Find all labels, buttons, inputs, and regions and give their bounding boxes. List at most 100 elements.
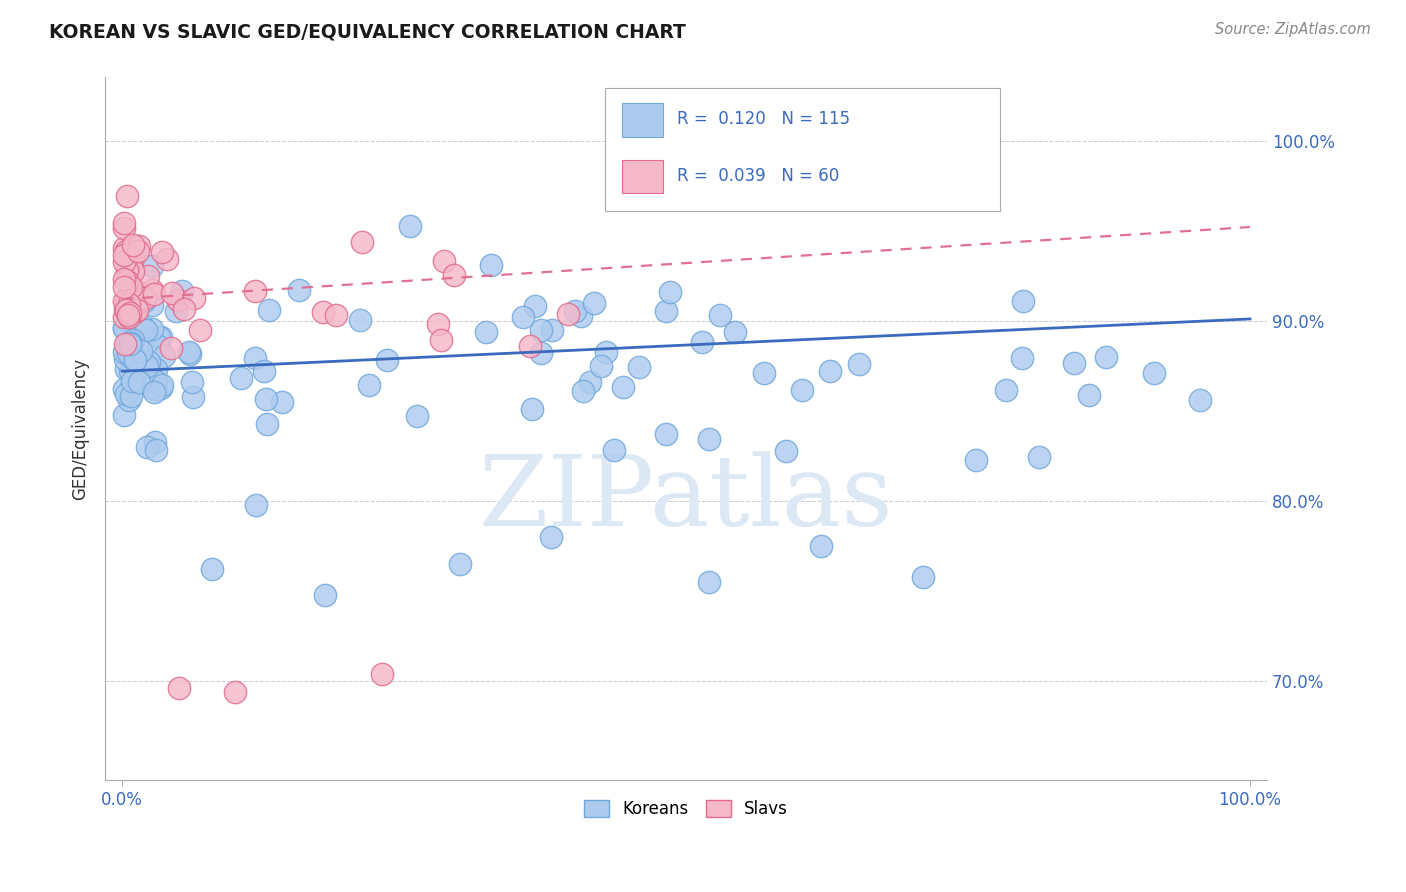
Point xyxy=(1012,294,1035,309)
Point xyxy=(243,351,266,365)
Point xyxy=(150,381,173,395)
Point xyxy=(124,307,146,321)
Point xyxy=(475,325,498,339)
Point xyxy=(118,337,141,351)
Point xyxy=(443,268,465,282)
Point xyxy=(114,337,136,351)
Point xyxy=(112,272,135,286)
Point xyxy=(589,359,612,373)
Point xyxy=(167,293,190,308)
Point xyxy=(519,339,541,353)
Point xyxy=(141,259,163,273)
Point xyxy=(112,248,135,262)
Point xyxy=(603,442,626,457)
Point xyxy=(253,364,276,378)
Point xyxy=(1028,450,1050,465)
Point xyxy=(181,390,204,404)
Point xyxy=(122,237,145,252)
Point xyxy=(122,348,145,362)
Point xyxy=(479,258,502,272)
Point xyxy=(141,298,163,312)
Point xyxy=(697,575,720,590)
Point xyxy=(1078,388,1101,402)
Point xyxy=(183,291,205,305)
Point xyxy=(117,308,139,322)
Point xyxy=(138,355,160,369)
Point xyxy=(129,285,152,300)
Point xyxy=(143,384,166,399)
Point xyxy=(122,352,145,367)
Point xyxy=(399,219,422,233)
Point xyxy=(433,254,456,268)
Point xyxy=(818,364,841,378)
Point xyxy=(132,319,155,334)
Point xyxy=(118,297,141,311)
Point xyxy=(120,389,142,403)
Point xyxy=(775,444,797,458)
Point xyxy=(120,381,142,395)
Point xyxy=(125,340,148,354)
Point xyxy=(177,345,200,359)
Point xyxy=(117,310,139,324)
Point xyxy=(115,274,138,288)
Point xyxy=(201,562,224,576)
Point xyxy=(377,353,399,368)
Point xyxy=(122,251,145,265)
Point xyxy=(243,284,266,298)
Point xyxy=(132,293,155,308)
Point xyxy=(1189,392,1212,407)
Point xyxy=(165,303,187,318)
Point xyxy=(115,244,138,259)
Point xyxy=(141,381,163,395)
Point xyxy=(150,245,173,260)
Point xyxy=(357,378,380,392)
Point xyxy=(124,352,146,367)
Point xyxy=(153,349,176,363)
Point xyxy=(426,317,449,331)
Point xyxy=(145,362,167,376)
Point xyxy=(406,409,429,424)
Point xyxy=(172,284,194,298)
Point xyxy=(143,434,166,449)
Point xyxy=(115,336,138,351)
Text: KOREAN VS SLAVIC GED/EQUIVALENCY CORRELATION CHART: KOREAN VS SLAVIC GED/EQUIVALENCY CORRELA… xyxy=(49,22,686,41)
Point xyxy=(145,442,167,457)
Point xyxy=(180,375,202,389)
Point xyxy=(540,530,562,544)
Point xyxy=(112,241,135,255)
Point xyxy=(112,310,135,325)
Point xyxy=(810,539,832,553)
Point xyxy=(530,323,553,337)
Point xyxy=(752,366,775,380)
Point xyxy=(350,235,373,250)
Point xyxy=(136,359,159,373)
Point xyxy=(115,301,138,316)
Point xyxy=(579,375,602,389)
Point xyxy=(569,309,592,323)
Point xyxy=(112,255,135,269)
Point xyxy=(429,334,451,348)
Point xyxy=(139,374,162,388)
Point xyxy=(145,375,167,389)
Point xyxy=(167,681,190,696)
Point xyxy=(224,685,246,699)
Point xyxy=(118,393,141,408)
Point xyxy=(118,288,141,302)
Point xyxy=(349,313,371,327)
FancyBboxPatch shape xyxy=(605,88,1000,211)
Point xyxy=(112,280,135,294)
Point xyxy=(245,499,267,513)
Point xyxy=(450,557,472,571)
Point xyxy=(122,333,145,347)
Point xyxy=(370,667,392,681)
Point xyxy=(114,352,136,367)
Point xyxy=(325,308,347,322)
Point xyxy=(583,296,606,310)
Point xyxy=(128,238,150,252)
Point xyxy=(311,305,333,319)
Point xyxy=(112,293,135,308)
Point xyxy=(1063,356,1085,370)
Point xyxy=(118,282,141,296)
Point xyxy=(256,417,278,431)
Point xyxy=(1143,366,1166,380)
